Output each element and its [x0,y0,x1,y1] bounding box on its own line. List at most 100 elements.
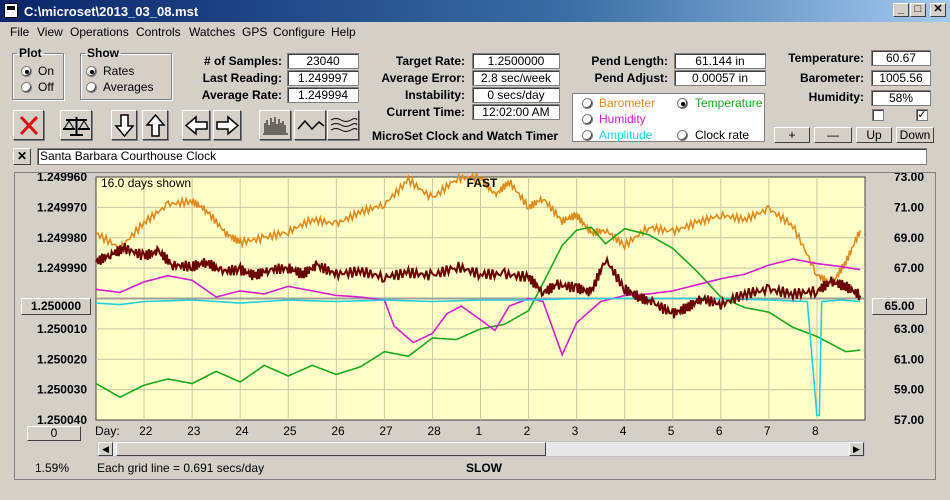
x-tick-label: 24 [235,424,249,438]
arrow-left-button[interactable] [182,110,210,140]
checkbox-1[interactable] [872,109,884,121]
scroll-thumb[interactable] [116,442,546,456]
histogram-button[interactable] [259,110,291,140]
last-reading-field: 1.249997 [287,70,359,86]
barometer-label: Barometer: [799,71,864,85]
histogram-icon [263,117,288,135]
series-barometer [96,173,861,287]
plot-off-radio[interactable] [21,82,32,93]
down-button[interactable]: Down [896,127,934,143]
x-tick-label: 25 [283,424,297,438]
multi-wave-button[interactable] [327,110,359,140]
pend-length-label: Pend Length: [591,54,668,68]
slow-label: SLOW [466,461,503,475]
amplitude-radio[interactable] [582,130,593,141]
arrow-right-button[interactable] [213,110,241,140]
menu-view[interactable]: View [37,25,63,39]
menu-operations[interactable]: Operations [70,25,129,39]
menu-file[interactable]: File [10,25,30,39]
balance-button[interactable] [60,110,92,140]
maximize-icon[interactable]: □ [910,3,926,17]
menu-bar: File View Operations Controls Watches GP… [0,22,950,42]
horizontal-scrollbar[interactable]: ◀ ▶ [97,441,865,457]
samples-label: # of Samples: [203,54,282,68]
checkbox-2[interactable]: ✓ [916,109,928,121]
barometer-field: 1005.56 [871,70,931,86]
clear-name-button[interactable]: ✕ [13,148,31,165]
x-tick-label: 22 [139,424,153,438]
arrow-up-button[interactable] [142,110,168,140]
amplitude-option: Amplitude [599,128,653,142]
minimize-icon[interactable]: _ [893,3,909,17]
humidity-field: 58% [871,90,931,106]
samples-field: 23040 [287,53,359,69]
wave-button[interactable] [294,110,326,140]
average-rate-label: Average Rate: [201,88,282,102]
app-icon[interactable] [4,3,18,18]
humidity-option: Humidity [599,112,646,126]
current-time-label: Current Time: [386,105,465,119]
plot-group: Plot [12,46,64,100]
scroll-left-icon[interactable]: ◀ [98,442,113,456]
menu-configure[interactable]: Configure [273,25,326,39]
grid-note: Each grid line = 0.691 secs/day [97,461,264,475]
menu-help[interactable]: Help [331,25,356,39]
fast-label: FAST [467,176,498,190]
x-tick-label: 2 [524,424,531,438]
x-tick-label: 4 [620,424,627,438]
plus-button[interactable]: + [774,127,810,143]
pend-adjust-field: 0.00057 in [674,70,766,86]
left-tick-label: 1.249990 [37,261,87,275]
average-error-field: 2.8 sec/week [472,70,560,86]
app-caption: MicroSet Clock and Watch Timer [372,129,559,143]
arrow-up-icon [145,113,166,137]
up-button[interactable]: Up [856,127,892,143]
close-icon[interactable]: ✕ [930,3,946,17]
target-rate-field[interactable]: 1.2500000 [472,53,560,69]
series-humidity [95,258,861,357]
show-rates-radio[interactable] [86,66,97,77]
arrow-down-icon [114,114,135,138]
barometer-radio[interactable] [582,98,593,109]
temperature-radio[interactable] [677,98,688,109]
left-tick-label: 1.250010 [37,322,87,336]
show-averages-radio[interactable] [86,82,97,93]
menu-controls[interactable]: Controls [136,25,181,39]
x-tick-label: 26 [331,424,345,438]
title-bar[interactable]: C:\microset\2013_03_08.mst _ □ ✕ [0,0,950,22]
right-tick-label: 61.00 [894,352,924,366]
arrow-down-button[interactable] [111,110,137,140]
current-time-field: 12:02:00 AM [472,104,560,120]
right-tick-label: 59.00 [894,383,924,397]
show-averages-label: Averages [103,80,154,94]
humidity-label: Humidity: [808,90,864,104]
chart: 16.0 days shown FAST 1.249960 1.249970 1.2… [35,173,924,475]
pend-length-field[interactable]: 61.144 in [674,53,766,69]
right-tick-label: 57.00 [894,413,924,427]
x-tick-label: 23 [187,424,201,438]
clock-rate-radio[interactable] [677,130,688,141]
left-axis-center-button[interactable]: 1.250000 [21,298,91,315]
humidity-radio[interactable] [582,114,593,125]
left-tick-label: 1.250030 [37,383,87,397]
arrow-left-icon [184,115,208,136]
x-tick-label: 27 [379,424,393,438]
offset-button[interactable]: 0 [27,426,81,441]
scroll-right-icon[interactable]: ▶ [849,442,864,456]
close-x-icon [19,115,39,136]
x-tick-label: 3 [572,424,579,438]
percent-label: 1.59% [35,461,69,475]
average-rate-field: 1.249994 [287,87,359,103]
clear-button[interactable] [13,110,44,140]
plot-off-label: Off [38,80,54,94]
average-error-label: Average Error: [381,71,465,85]
x-axis-prefix: Day: [95,424,120,438]
menu-gps[interactable]: GPS [242,25,268,39]
minus-button[interactable]: — [814,127,852,143]
clock-name-field[interactable]: Santa Barbara Courthouse Clock [37,148,927,165]
left-tick-label: 1.249960 [37,173,87,184]
plot-on-radio[interactable] [21,66,32,77]
temperature-field: 60.67 [871,50,931,66]
menu-watches[interactable]: Watches [189,25,236,39]
right-axis-center-button[interactable]: 65.00 [872,298,927,315]
